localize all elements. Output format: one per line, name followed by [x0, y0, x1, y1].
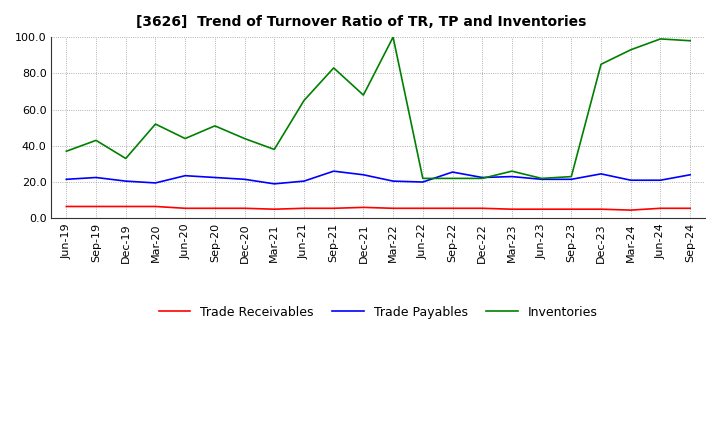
Trade Payables: [508, 174, 516, 179]
Line: Inventories: Inventories: [66, 37, 690, 178]
Inventories: [91, 138, 100, 143]
Trade Payables: [656, 178, 665, 183]
Trade Receivables: [359, 205, 368, 210]
Inventories: [270, 147, 279, 152]
Inventories: [597, 62, 606, 67]
Line: Trade Payables: Trade Payables: [66, 171, 690, 184]
Trade Receivables: [597, 206, 606, 212]
Trade Payables: [122, 179, 130, 184]
Trade Payables: [91, 175, 100, 180]
Line: Trade Receivables: Trade Receivables: [66, 206, 690, 210]
Trade Payables: [151, 180, 160, 186]
Trade Payables: [537, 177, 546, 182]
Legend: Trade Receivables, Trade Payables, Inventories: Trade Receivables, Trade Payables, Inven…: [154, 301, 603, 323]
Text: [3626]  Trend of Turnover Ratio of TR, TP and Inventories: [3626] Trend of Turnover Ratio of TR, TP…: [137, 15, 587, 29]
Inventories: [329, 65, 338, 70]
Trade Payables: [181, 173, 189, 178]
Trade Receivables: [537, 206, 546, 212]
Inventories: [240, 136, 249, 141]
Trade Receivables: [478, 205, 487, 211]
Inventories: [151, 121, 160, 127]
Trade Receivables: [122, 204, 130, 209]
Trade Receivables: [567, 206, 576, 212]
Inventories: [537, 176, 546, 181]
Inventories: [300, 98, 308, 103]
Inventories: [62, 149, 71, 154]
Inventories: [567, 174, 576, 179]
Trade Receivables: [686, 205, 695, 211]
Trade Receivables: [151, 204, 160, 209]
Trade Payables: [448, 169, 456, 175]
Inventories: [389, 34, 397, 40]
Trade Receivables: [418, 205, 427, 211]
Inventories: [478, 176, 487, 181]
Inventories: [210, 123, 219, 128]
Trade Receivables: [91, 204, 100, 209]
Trade Payables: [478, 175, 487, 180]
Trade Receivables: [210, 205, 219, 211]
Inventories: [626, 47, 635, 52]
Trade Payables: [210, 175, 219, 180]
Trade Receivables: [240, 205, 249, 211]
Inventories: [359, 92, 368, 98]
Inventories: [508, 169, 516, 174]
Trade Receivables: [626, 208, 635, 213]
Trade Receivables: [181, 205, 189, 211]
Trade Payables: [389, 179, 397, 184]
Trade Receivables: [448, 205, 456, 211]
Trade Payables: [686, 172, 695, 177]
Inventories: [122, 156, 130, 161]
Trade Payables: [240, 177, 249, 182]
Trade Receivables: [329, 205, 338, 211]
Trade Payables: [418, 180, 427, 185]
Trade Receivables: [656, 205, 665, 211]
Trade Payables: [300, 179, 308, 184]
Inventories: [448, 176, 456, 181]
Trade Receivables: [300, 205, 308, 211]
Trade Payables: [270, 181, 279, 187]
Trade Payables: [62, 177, 71, 182]
Trade Payables: [359, 172, 368, 177]
Trade Payables: [626, 178, 635, 183]
Inventories: [686, 38, 695, 44]
Trade Receivables: [270, 206, 279, 212]
Trade Payables: [567, 177, 576, 182]
Trade Receivables: [389, 205, 397, 211]
Trade Receivables: [62, 204, 71, 209]
Trade Payables: [329, 169, 338, 174]
Inventories: [656, 36, 665, 41]
Trade Receivables: [508, 206, 516, 212]
Inventories: [418, 176, 427, 181]
Inventories: [181, 136, 189, 141]
Trade Payables: [597, 171, 606, 176]
